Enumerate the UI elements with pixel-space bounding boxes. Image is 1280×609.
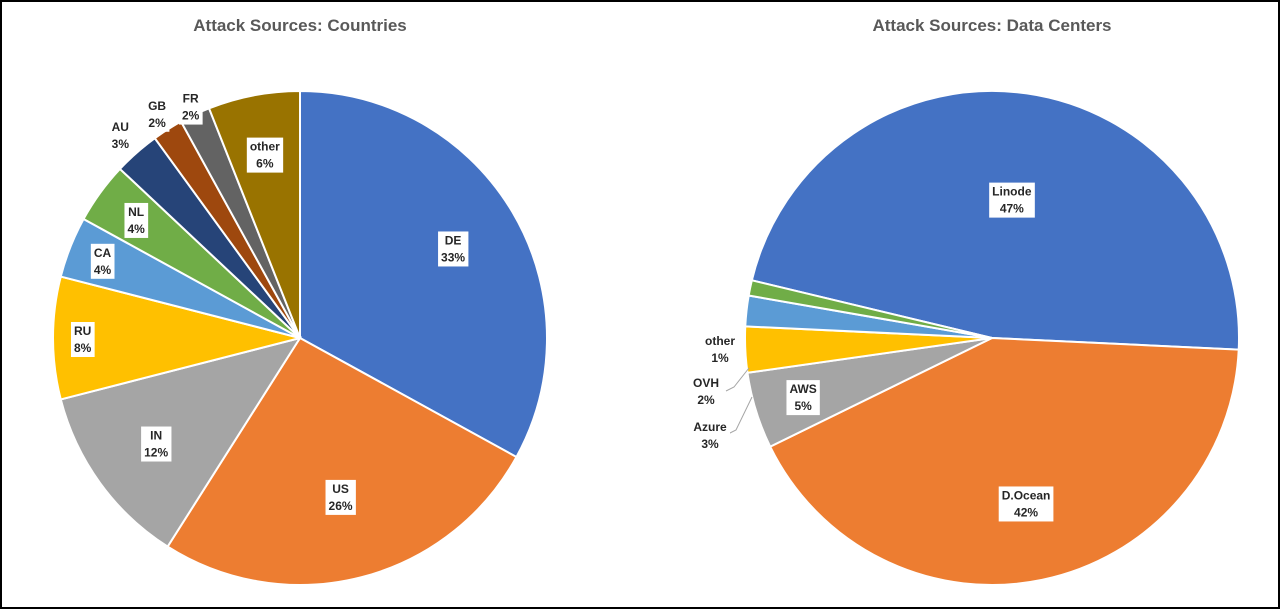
slice-category-fr: FR bbox=[183, 92, 199, 106]
slice-category-nl: NL bbox=[128, 205, 144, 219]
slice-category-ovh: OVH bbox=[693, 376, 719, 390]
pie-slice-de bbox=[299, 89, 548, 459]
slice-value-aws: 5% bbox=[794, 399, 812, 413]
slice-category-aws: AWS bbox=[789, 382, 816, 396]
slice-label-in: IN 12% bbox=[141, 426, 172, 462]
slice-label-background-ca bbox=[90, 243, 115, 279]
pie-chart-countries: Attack Sources: Countries DE 33% US 26% IN 12… bbox=[51, 16, 548, 586]
slice-label-aws: AWS 5% bbox=[786, 380, 820, 416]
slice-category-d-ocean: D.Ocean bbox=[1002, 488, 1051, 502]
pie-slice-other bbox=[747, 279, 993, 339]
slice-value-ca: 4% bbox=[94, 263, 112, 277]
slice-label-us: US 26% bbox=[325, 479, 356, 515]
slice-category-azure: Azure bbox=[693, 420, 727, 434]
slice-value-other: 6% bbox=[256, 157, 274, 171]
slice-label-background-azure bbox=[690, 418, 730, 453]
slice-value-au: 3% bbox=[112, 137, 130, 151]
slice-value-linode: 47% bbox=[1000, 202, 1024, 216]
slice-category-other: other bbox=[705, 334, 735, 348]
slice-labels-data-centers: Linode 47% D.Ocean 42% AWS 5% Azure 3% OVH 2% othe… bbox=[689, 182, 1054, 522]
slice-value-fr: 2% bbox=[182, 109, 200, 123]
slice-label-fr: FR 2% bbox=[178, 89, 203, 125]
slice-category-gb: GB bbox=[148, 99, 166, 113]
slice-labels-countries: DE 33% US 26% IN 12% RU 8% CA 4% NL 4% AU 3% GB 2% FR 2% o… bbox=[70, 89, 469, 515]
slice-value-azure: 3% bbox=[701, 437, 719, 451]
pie-slice-linode bbox=[750, 89, 1241, 351]
slices-countries bbox=[51, 89, 548, 586]
slice-label-background-linode bbox=[989, 182, 1035, 218]
slice-value-us: 26% bbox=[329, 499, 353, 513]
slice-value-gb: 2% bbox=[148, 116, 166, 130]
slice-label-other: other 6% bbox=[246, 137, 284, 173]
slice-label-background-other bbox=[702, 332, 739, 367]
slice-value-ovh: 2% bbox=[697, 393, 715, 407]
pie-slice-ru bbox=[51, 275, 301, 401]
slice-label-background-fr bbox=[178, 89, 203, 125]
pie-slice-d-ocean bbox=[768, 336, 1240, 586]
slice-label-background-other bbox=[246, 137, 284, 173]
leader-lines-data-centers bbox=[725, 367, 753, 435]
slice-category-linode: Linode bbox=[992, 185, 1032, 199]
slice-value-other: 1% bbox=[711, 351, 729, 365]
slice-label-au: AU 3% bbox=[108, 118, 133, 154]
slice-category-us: US bbox=[332, 482, 349, 496]
slice-category-ca: CA bbox=[94, 246, 112, 260]
slice-label-ovh: OVH 2% bbox=[689, 374, 723, 409]
slice-label-other: other 1% bbox=[702, 332, 739, 367]
slice-value-de: 33% bbox=[441, 250, 465, 264]
slice-value-d-ocean: 42% bbox=[1014, 505, 1038, 519]
slice-label-ca: CA 4% bbox=[90, 243, 115, 279]
slice-label-background-nl bbox=[124, 202, 149, 238]
slice-label-background-ru bbox=[70, 322, 95, 357]
slice-value-nl: 4% bbox=[127, 222, 145, 236]
slice-value-ru: 8% bbox=[74, 341, 92, 355]
slice-category-ru: RU bbox=[74, 324, 91, 338]
pie-chart-data-centers: Attack Sources: Data Centers Linode 47% D.… bbox=[689, 16, 1241, 586]
slice-label-background-au bbox=[108, 118, 133, 154]
chart-title-countries: Attack Sources: Countries bbox=[193, 16, 407, 35]
slice-label-gb: GB 2% bbox=[145, 96, 170, 132]
slice-label-background-ovh bbox=[689, 374, 723, 409]
slice-label-de: DE 33% bbox=[438, 231, 469, 267]
slice-label-background-d-ocean bbox=[998, 486, 1054, 522]
slice-label-linode: Linode 47% bbox=[989, 182, 1035, 218]
leader-line-ovh bbox=[725, 367, 750, 392]
chart-title-data-centers: Attack Sources: Data Centers bbox=[872, 16, 1111, 35]
slice-category-au: AU bbox=[112, 120, 129, 134]
slice-label-background-us bbox=[325, 479, 356, 515]
slice-label-background-in bbox=[141, 426, 172, 462]
slice-label-ru: RU 8% bbox=[70, 322, 95, 357]
slice-label-background-de bbox=[438, 231, 469, 267]
slices-data-centers bbox=[743, 89, 1241, 586]
pie-slice-in bbox=[59, 336, 303, 548]
slice-label-azure: Azure 3% bbox=[690, 418, 730, 453]
slice-label-d-ocean: D.Ocean 42% bbox=[998, 486, 1054, 522]
leader-line-azure bbox=[727, 396, 753, 435]
slice-label-background-gb bbox=[145, 96, 170, 132]
slice-value-in: 12% bbox=[144, 446, 168, 460]
slice-label-background-aws bbox=[786, 380, 820, 416]
slice-category-de: DE bbox=[445, 233, 462, 247]
slice-category-other: other bbox=[250, 140, 280, 154]
pie-slice-us bbox=[166, 336, 518, 586]
slice-category-in: IN bbox=[150, 429, 162, 443]
slice-label-nl: NL 4% bbox=[124, 202, 149, 238]
